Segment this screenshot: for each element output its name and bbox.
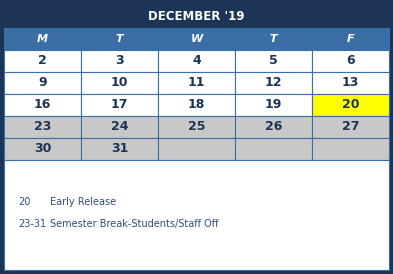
Text: 20: 20 xyxy=(342,98,359,112)
Bar xyxy=(4,72,81,94)
Text: 13: 13 xyxy=(342,76,359,90)
Text: W: W xyxy=(190,34,203,44)
Bar xyxy=(4,4,389,28)
Bar xyxy=(312,72,389,94)
Text: F: F xyxy=(347,34,354,44)
Bar xyxy=(235,116,312,138)
Bar xyxy=(4,160,389,270)
Text: 9: 9 xyxy=(38,76,47,90)
Text: 4: 4 xyxy=(192,55,201,67)
Bar xyxy=(235,28,312,50)
Bar xyxy=(4,50,81,72)
Text: 31: 31 xyxy=(111,142,128,156)
Text: 27: 27 xyxy=(342,121,359,133)
Bar xyxy=(81,138,158,160)
Text: Early Release: Early Release xyxy=(50,197,116,207)
Bar xyxy=(312,28,389,50)
Text: 24: 24 xyxy=(111,121,128,133)
Text: 17: 17 xyxy=(111,98,128,112)
Bar xyxy=(235,72,312,94)
Text: 10: 10 xyxy=(111,76,128,90)
Bar xyxy=(158,72,235,94)
Bar xyxy=(158,94,235,116)
Bar xyxy=(81,72,158,94)
Text: 20: 20 xyxy=(18,197,30,207)
Bar xyxy=(158,50,235,72)
Bar xyxy=(4,116,81,138)
Text: T: T xyxy=(116,34,123,44)
Bar xyxy=(4,28,81,50)
Text: 6: 6 xyxy=(346,55,355,67)
Bar xyxy=(81,28,158,50)
Text: 3: 3 xyxy=(115,55,124,67)
Text: 16: 16 xyxy=(34,98,51,112)
Bar xyxy=(312,116,389,138)
Bar xyxy=(4,138,81,160)
Text: 30: 30 xyxy=(34,142,51,156)
Text: 26: 26 xyxy=(265,121,282,133)
Text: 19: 19 xyxy=(265,98,282,112)
Text: 12: 12 xyxy=(265,76,282,90)
Bar xyxy=(158,28,235,50)
Bar xyxy=(312,50,389,72)
Text: 2: 2 xyxy=(38,55,47,67)
Bar xyxy=(81,116,158,138)
Bar xyxy=(158,116,235,138)
Text: Semester Break-Students/Staff Off: Semester Break-Students/Staff Off xyxy=(50,219,219,229)
Text: 25: 25 xyxy=(188,121,205,133)
Text: T: T xyxy=(270,34,277,44)
Bar xyxy=(4,94,81,116)
Bar xyxy=(158,138,235,160)
Text: M: M xyxy=(37,34,48,44)
Text: 5: 5 xyxy=(269,55,278,67)
Text: 18: 18 xyxy=(188,98,205,112)
Bar xyxy=(312,94,389,116)
Bar xyxy=(235,138,312,160)
Bar xyxy=(312,138,389,160)
Bar xyxy=(81,50,158,72)
Text: DECEMBER '19: DECEMBER '19 xyxy=(148,10,245,22)
Text: 23: 23 xyxy=(34,121,51,133)
Bar xyxy=(235,94,312,116)
Text: 23-31: 23-31 xyxy=(18,219,46,229)
Text: 11: 11 xyxy=(188,76,205,90)
Bar xyxy=(81,94,158,116)
Bar xyxy=(235,50,312,72)
